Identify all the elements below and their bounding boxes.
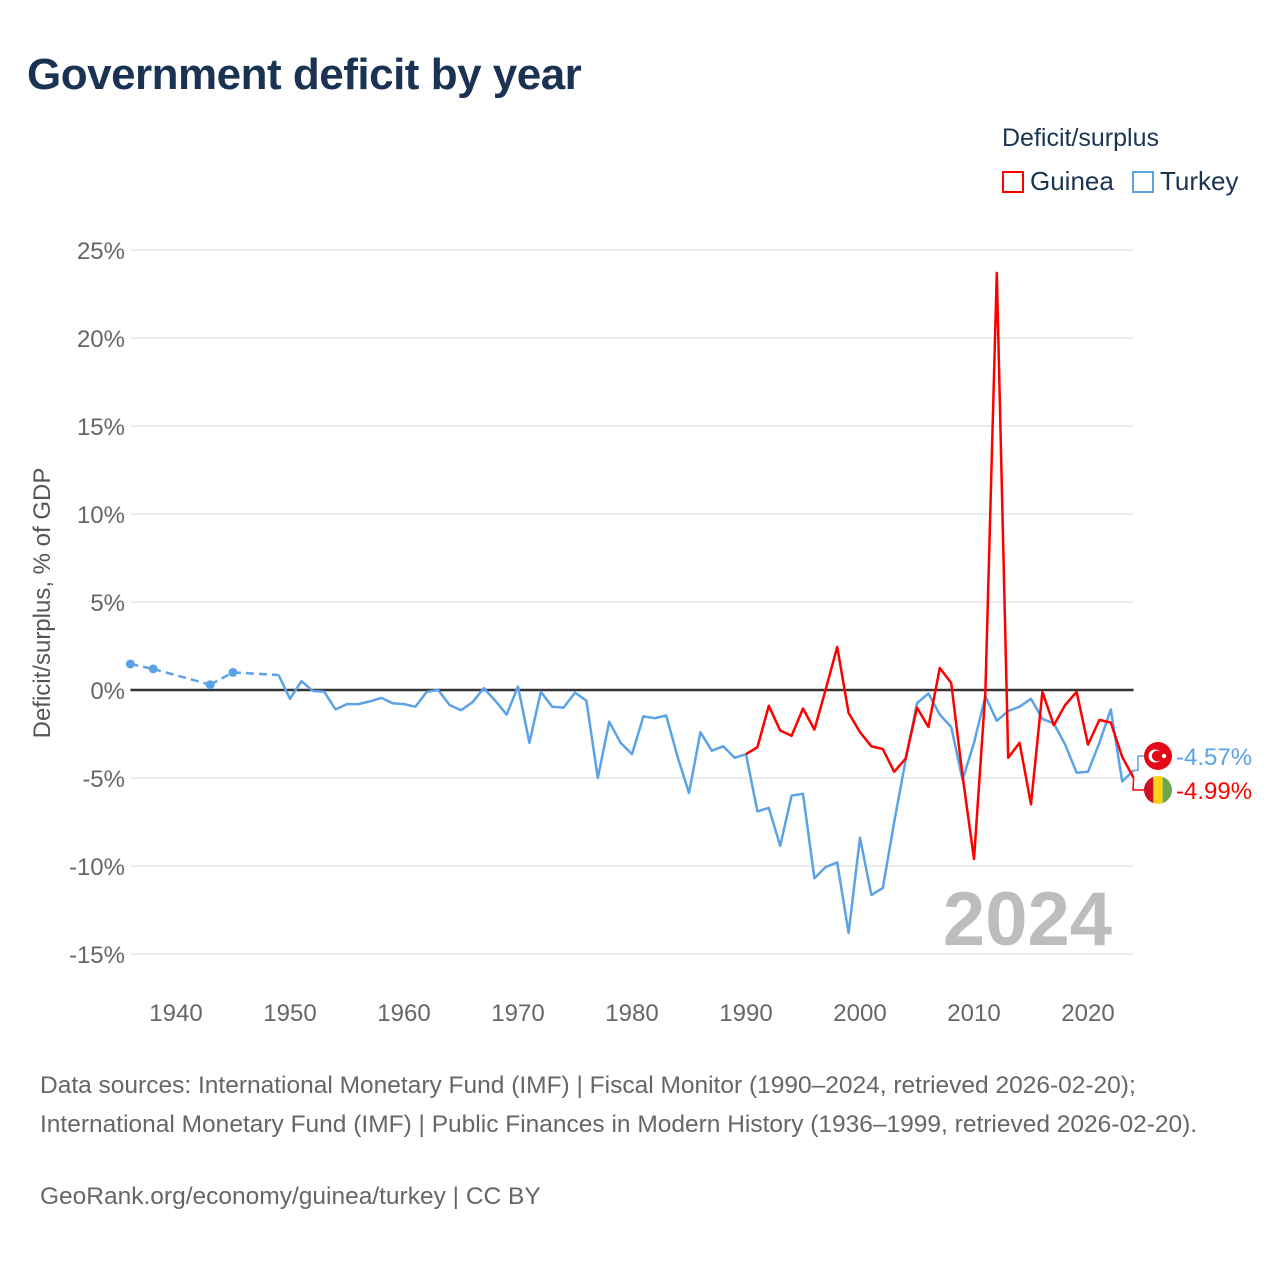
legend-item-turkey[interactable]: Turkey <box>1132 166 1239 197</box>
legend-item-guinea[interactable]: Guinea <box>1002 166 1114 197</box>
guinea-flag-icon <box>1144 776 1172 804</box>
label-connector-guinea <box>1132 777 1145 791</box>
y-tick-label: 25% <box>77 238 125 265</box>
data-point-turkey <box>228 667 238 677</box>
y-tick-label: 15% <box>77 414 125 441</box>
data-point-turkey <box>205 680 215 690</box>
end-label-turkey: -4.57% <box>1176 744 1252 771</box>
chart-title: Government deficit by year <box>27 50 582 99</box>
x-tick-label: 2000 <box>833 1000 886 1027</box>
y-tick-label: 10% <box>77 502 125 529</box>
x-tick-label: 1970 <box>491 1000 544 1027</box>
y-tick-label: -10% <box>69 854 125 881</box>
legend-title: Deficit/surplus <box>1002 124 1159 152</box>
y-tick-label: -5% <box>82 766 125 793</box>
series-line-gap-turkey <box>152 667 211 686</box>
x-tick-label: 1950 <box>263 1000 316 1027</box>
x-tick-label: 1990 <box>719 1000 772 1027</box>
x-tick-label: 2020 <box>1061 1000 1114 1027</box>
data-sources: Data sources: International Monetary Fun… <box>40 1072 1198 1138</box>
turkey-flag-crescent-cut <box>1151 750 1163 762</box>
y-tick-label: 0% <box>90 678 125 705</box>
y-tick-label: 20% <box>77 326 125 353</box>
series-line-guinea <box>745 271 1135 861</box>
end-label-guinea: -4.99% <box>1176 778 1252 805</box>
credit-link[interactable]: GeoRank.org/economy/guinea/turkey | CC B… <box>40 1183 541 1210</box>
y-axis-label: Deficit/surplus, % of GDP <box>29 468 56 739</box>
x-tick-label: 1940 <box>149 1000 202 1027</box>
series-line-gap-turkey <box>232 671 279 677</box>
label-connector-turkey <box>1133 755 1145 772</box>
legend-swatch-turkey <box>1132 170 1154 193</box>
legend-swatch-guinea <box>1002 170 1024 193</box>
x-tick-label: 1960 <box>377 1000 430 1027</box>
data-point-turkey <box>125 659 135 669</box>
x-tick-label: 2010 <box>947 1000 1000 1027</box>
guinea-flag-stripe <box>1144 776 1154 804</box>
series-line-turkey <box>277 674 1135 935</box>
legend-label-turkey: Turkey <box>1160 166 1239 196</box>
data-point-turkey <box>148 664 158 674</box>
y-tick-label: 5% <box>90 590 125 617</box>
legend-label-guinea: Guinea <box>1030 166 1114 196</box>
guinea-flag-stripe <box>1162 776 1172 804</box>
y-tick-label: -15% <box>69 942 125 969</box>
x-tick-label: 1980 <box>605 1000 658 1027</box>
year-annotation: 2024 <box>943 877 1112 962</box>
guinea-flag-stripe <box>1153 776 1163 804</box>
turkey-flag-star <box>1161 753 1167 759</box>
